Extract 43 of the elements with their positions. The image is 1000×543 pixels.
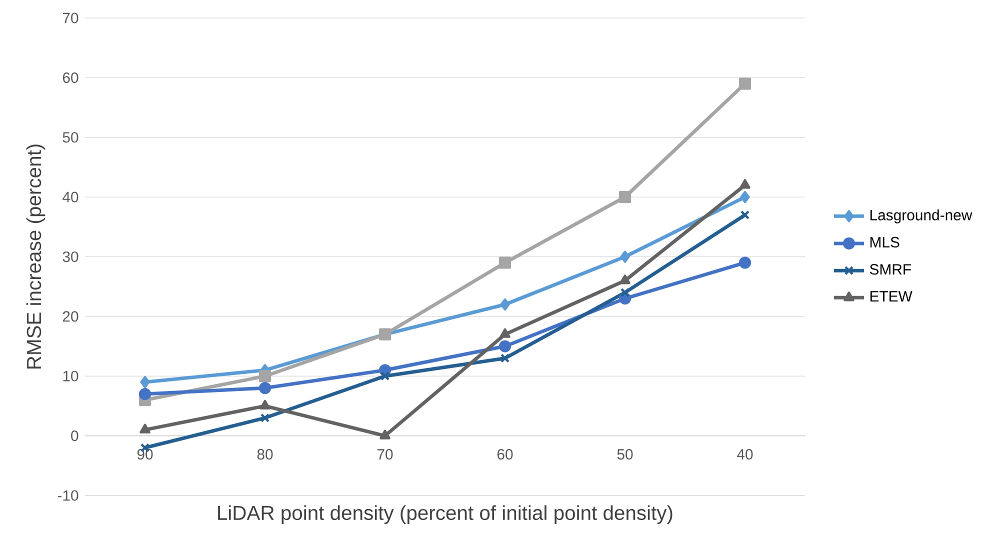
point	[500, 298, 510, 311]
point	[740, 210, 750, 220]
point	[620, 288, 630, 298]
y-tick-label: 10	[63, 370, 78, 382]
point	[500, 328, 510, 338]
point	[380, 430, 390, 440]
point	[740, 190, 750, 204]
point	[258, 382, 272, 394]
point	[620, 250, 630, 263]
legend-label: Lasground-new	[870, 209, 972, 224]
x-tick-label: 70	[377, 449, 393, 460]
x-tick-label: 80	[257, 449, 273, 460]
point	[498, 256, 512, 269]
y-tick-label: 60	[62, 72, 78, 83]
point	[500, 354, 510, 363]
y-tick-label: 50	[62, 132, 78, 143]
point	[740, 179, 750, 189]
x-tick-label: 50	[617, 449, 633, 460]
point	[138, 388, 152, 400]
y-tick-label: 70	[62, 12, 78, 24]
point	[258, 370, 272, 382]
point	[260, 400, 270, 410]
y-tick-label: 30	[62, 251, 78, 262]
legend-label: ETEW	[870, 291, 912, 302]
point	[738, 256, 752, 269]
y-axis-title: RMSE increase (percent)	[26, 144, 46, 369]
x-axis-title: LiDAR point density (percent of initial point density)	[218, 505, 672, 524]
legend-label: SMRF	[870, 264, 911, 275]
y-tick-label: 0	[71, 430, 78, 442]
y-tick-label: -10	[58, 490, 78, 501]
x-tick-label: 60	[497, 449, 513, 460]
point	[498, 340, 512, 352]
point	[738, 78, 752, 90]
point	[620, 274, 630, 284]
y-tick-label: 20	[62, 311, 78, 322]
y-tick-label: 40	[62, 192, 78, 202]
point	[618, 190, 632, 204]
legend-label: MLS	[870, 236, 900, 248]
point	[380, 371, 390, 381]
point	[140, 424, 150, 434]
point	[260, 413, 270, 423]
x-tick-label: 40	[737, 449, 753, 460]
point	[140, 376, 150, 388]
